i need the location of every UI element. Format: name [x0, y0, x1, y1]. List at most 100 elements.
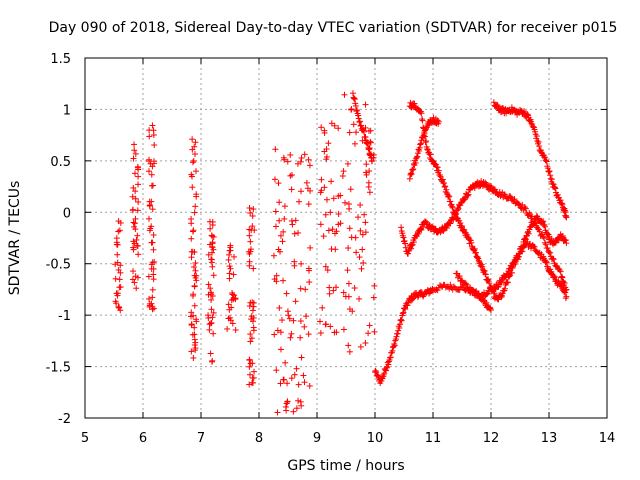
data-point-cluster-8: [345, 342, 352, 349]
data-point-cluster-1: [131, 279, 138, 286]
data-point-cluster-4: [207, 285, 214, 292]
data-point-cluster-7: [293, 405, 300, 412]
data-point-trace-d: [562, 295, 569, 302]
data-point-trace-f: [540, 218, 547, 225]
data-point-trace-b: [409, 296, 416, 303]
data-point-cluster-8: [318, 124, 325, 131]
data-point-cluster-8: [365, 330, 372, 337]
data-point-trace-e: [413, 154, 420, 161]
data-point-cluster-8: [331, 329, 338, 336]
data-point-trace-d: [447, 198, 454, 205]
data-point-cluster-7: [288, 217, 295, 224]
data-point-cluster-4: [205, 312, 212, 319]
data-point-cluster-7: [297, 285, 304, 292]
data-point-cluster-7: [305, 331, 312, 338]
data-point-trace-a: [358, 122, 365, 129]
data-point-trace-b: [398, 316, 405, 323]
data-point-trace-f: [525, 230, 532, 237]
data-point-cluster-8: [346, 306, 353, 313]
data-point-trace-a: [360, 128, 367, 135]
data-point-cluster-1: [132, 188, 139, 195]
data-point-trace-d: [501, 285, 508, 292]
data-point-trace-d: [558, 282, 565, 289]
data-point-cluster-0: [112, 275, 119, 282]
data-point-cluster-0: [116, 276, 123, 283]
data-point-trace-g: [541, 154, 548, 161]
data-point-cluster-2: [148, 239, 155, 246]
data-point-cluster-5: [225, 256, 232, 263]
data-point-cluster-6: [251, 368, 258, 375]
data-point-cluster-8: [344, 267, 351, 274]
data-point-trace-c: [464, 192, 471, 199]
data-point-cluster-3: [189, 331, 196, 338]
data-point-cluster-4: [210, 309, 217, 316]
data-point-cluster-8: [318, 176, 325, 183]
data-point-trace-d: [443, 186, 450, 193]
data-point-cluster-8: [371, 328, 378, 335]
data-point-cluster-7: [305, 201, 312, 208]
data-point-cluster-3: [192, 139, 199, 146]
y-axis-label: SDTVAR / TECUs: [7, 181, 23, 296]
data-point-cluster-4: [209, 314, 216, 321]
data-point-trace-c: [455, 205, 462, 212]
data-point-trace-e: [412, 159, 419, 166]
data-point-cluster-8: [352, 234, 359, 241]
data-point-cluster-8: [366, 145, 373, 152]
data-point-cluster-8: [329, 226, 336, 233]
x-tick-label: 5: [81, 431, 89, 446]
data-point-cluster-2: [146, 127, 153, 134]
data-point-cluster-4: [209, 249, 216, 256]
data-point-cluster-8: [322, 263, 329, 270]
data-point-cluster-5: [227, 247, 234, 254]
data-point-cluster-3: [189, 136, 196, 143]
data-point-trace-f: [562, 237, 569, 244]
data-point-cluster-3: [188, 322, 195, 329]
data-point-cluster-7: [287, 151, 294, 158]
data-point-trace-g: [534, 138, 541, 145]
data-point-cluster-6: [250, 303, 257, 310]
data-point-cluster-6: [246, 357, 253, 364]
data-point-trace-e: [408, 171, 415, 178]
data-point-cluster-2: [146, 202, 153, 209]
data-point-trace-e: [416, 147, 423, 154]
data-point-cluster-7: [271, 176, 278, 183]
data-point-cluster-2: [149, 286, 156, 293]
data-point-trace-g: [554, 191, 561, 198]
data-point-trace-g: [547, 172, 554, 179]
data-point-cluster-6: [247, 299, 254, 306]
data-point-trace-g: [524, 111, 531, 118]
data-point-cluster-7: [297, 158, 304, 165]
plot-frame: [84, 57, 608, 419]
data-point-trace-d: [435, 167, 442, 174]
data-point-trace-b: [372, 367, 379, 374]
data-point-trace-f: [559, 232, 566, 239]
chart-title: Day 090 of 2018, Sidereal Day-to-day VTE…: [49, 20, 618, 36]
data-point-cluster-7: [284, 380, 291, 387]
data-point-trace-c: [447, 220, 454, 227]
data-point-cluster-0: [117, 284, 124, 291]
data-point-trace-b: [401, 305, 408, 312]
data-point-trace-b: [447, 281, 454, 288]
data-point-cluster-4: [209, 218, 216, 225]
data-point-cluster-6: [247, 238, 254, 245]
data-point-cluster-7: [302, 286, 309, 293]
data-point-trace-d: [459, 223, 465, 230]
y-tick-label: -1: [58, 309, 71, 324]
data-point-trace-d: [419, 117, 426, 124]
data-point-cluster-0: [115, 266, 122, 273]
data-point-trace-b: [404, 302, 411, 309]
data-point-trace-d: [481, 268, 488, 275]
data-point-cluster-0: [117, 262, 124, 269]
data-point-cluster-8: [348, 106, 355, 113]
data-point-cluster-7: [283, 407, 290, 414]
data-point-cluster-8: [345, 280, 352, 287]
data-point-trace-b: [387, 354, 394, 361]
data-point-cluster-8: [340, 289, 347, 296]
data-point-cluster-8: [328, 178, 335, 185]
data-point-cluster-1: [130, 155, 137, 162]
data-point-cluster-8: [366, 322, 373, 329]
data-point-cluster-3: [191, 324, 198, 331]
data-point-cluster-8: [341, 199, 348, 206]
data-point-cluster-7: [291, 230, 298, 237]
data-point-trace-c: [488, 183, 494, 190]
